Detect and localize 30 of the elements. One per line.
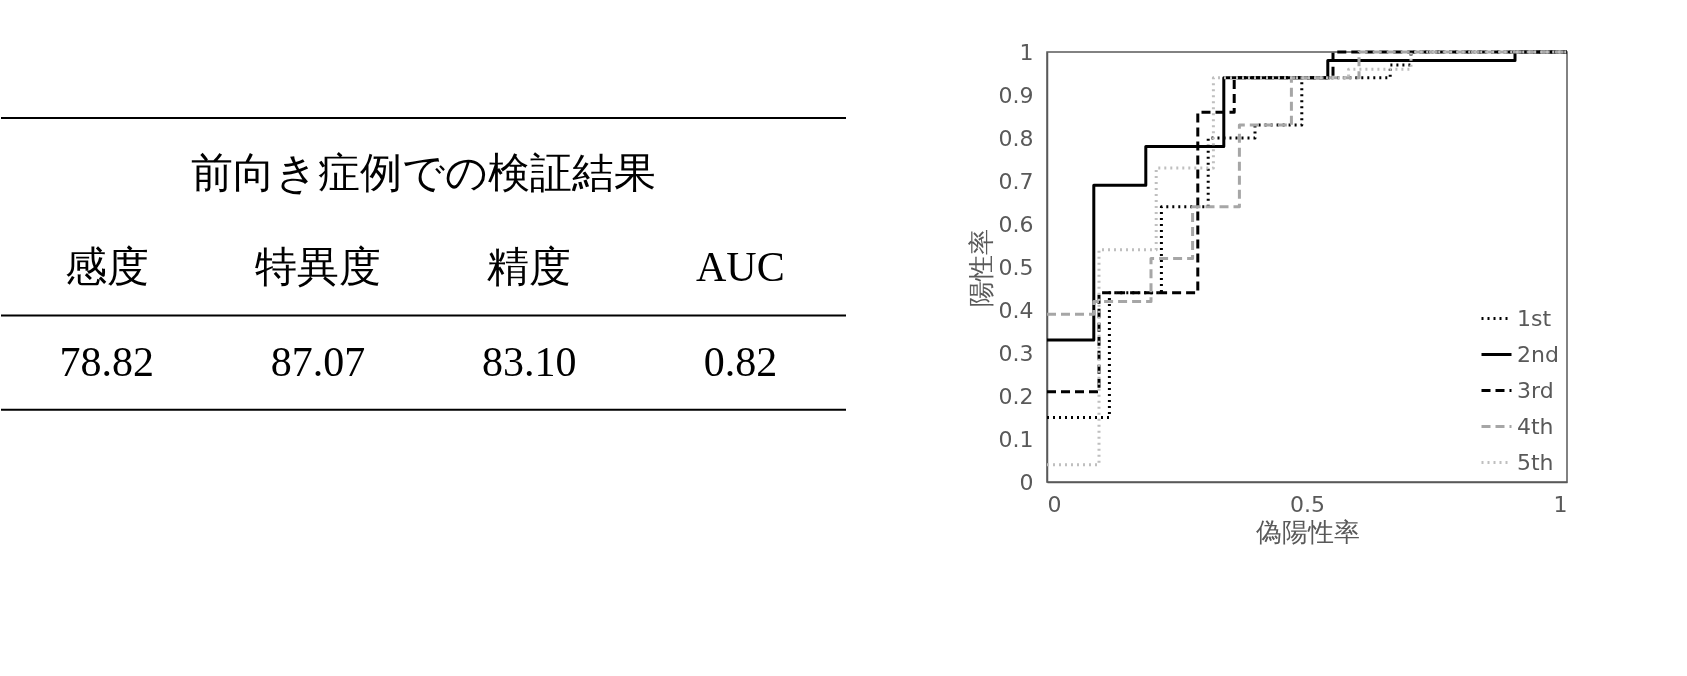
x-axis-title: 偽陽性率: [1255, 516, 1360, 547]
category-label: 感度: [64, 244, 149, 291]
data-label: 87.07: [270, 338, 366, 385]
legend-label: 5th: [1517, 449, 1554, 475]
y-axis-title: 陽性率: [965, 228, 996, 307]
legend-label: 4th: [1517, 413, 1554, 439]
legend-label: 2nd: [1517, 341, 1559, 367]
y-tick-label: 0.3: [998, 340, 1034, 366]
category-label: 精度: [487, 244, 572, 291]
y-tick-label: 0.4: [998, 297, 1034, 323]
x-tick-label: 0.5: [1290, 491, 1325, 517]
x-tick-label: 0: [1047, 491, 1062, 517]
data-label: 83.10: [481, 338, 577, 385]
legend-label: 3rd: [1517, 377, 1554, 403]
x-tick-label: 1: [1553, 491, 1568, 517]
data-label: 0.82: [703, 338, 778, 385]
y-tick-label: 0.7: [998, 168, 1034, 194]
category-label: 特異度: [254, 244, 381, 291]
y-tick-label: 1: [1019, 39, 1034, 65]
y-tick-label: 0.1: [998, 426, 1034, 452]
text: 前向き症例での検証結果: [191, 150, 656, 197]
y-tick-label: 0.9: [998, 82, 1034, 108]
legend-label: 1st: [1517, 305, 1552, 331]
category-label: AUC: [696, 244, 785, 291]
y-tick-label: 0.6: [998, 211, 1034, 237]
y-tick-label: 0: [1019, 469, 1034, 495]
y-tick-label: 0.2: [998, 383, 1034, 409]
y-tick-label: 0.8: [998, 125, 1034, 151]
data-label: 78.82: [59, 338, 154, 385]
y-tick-label: 0.5: [998, 254, 1034, 280]
